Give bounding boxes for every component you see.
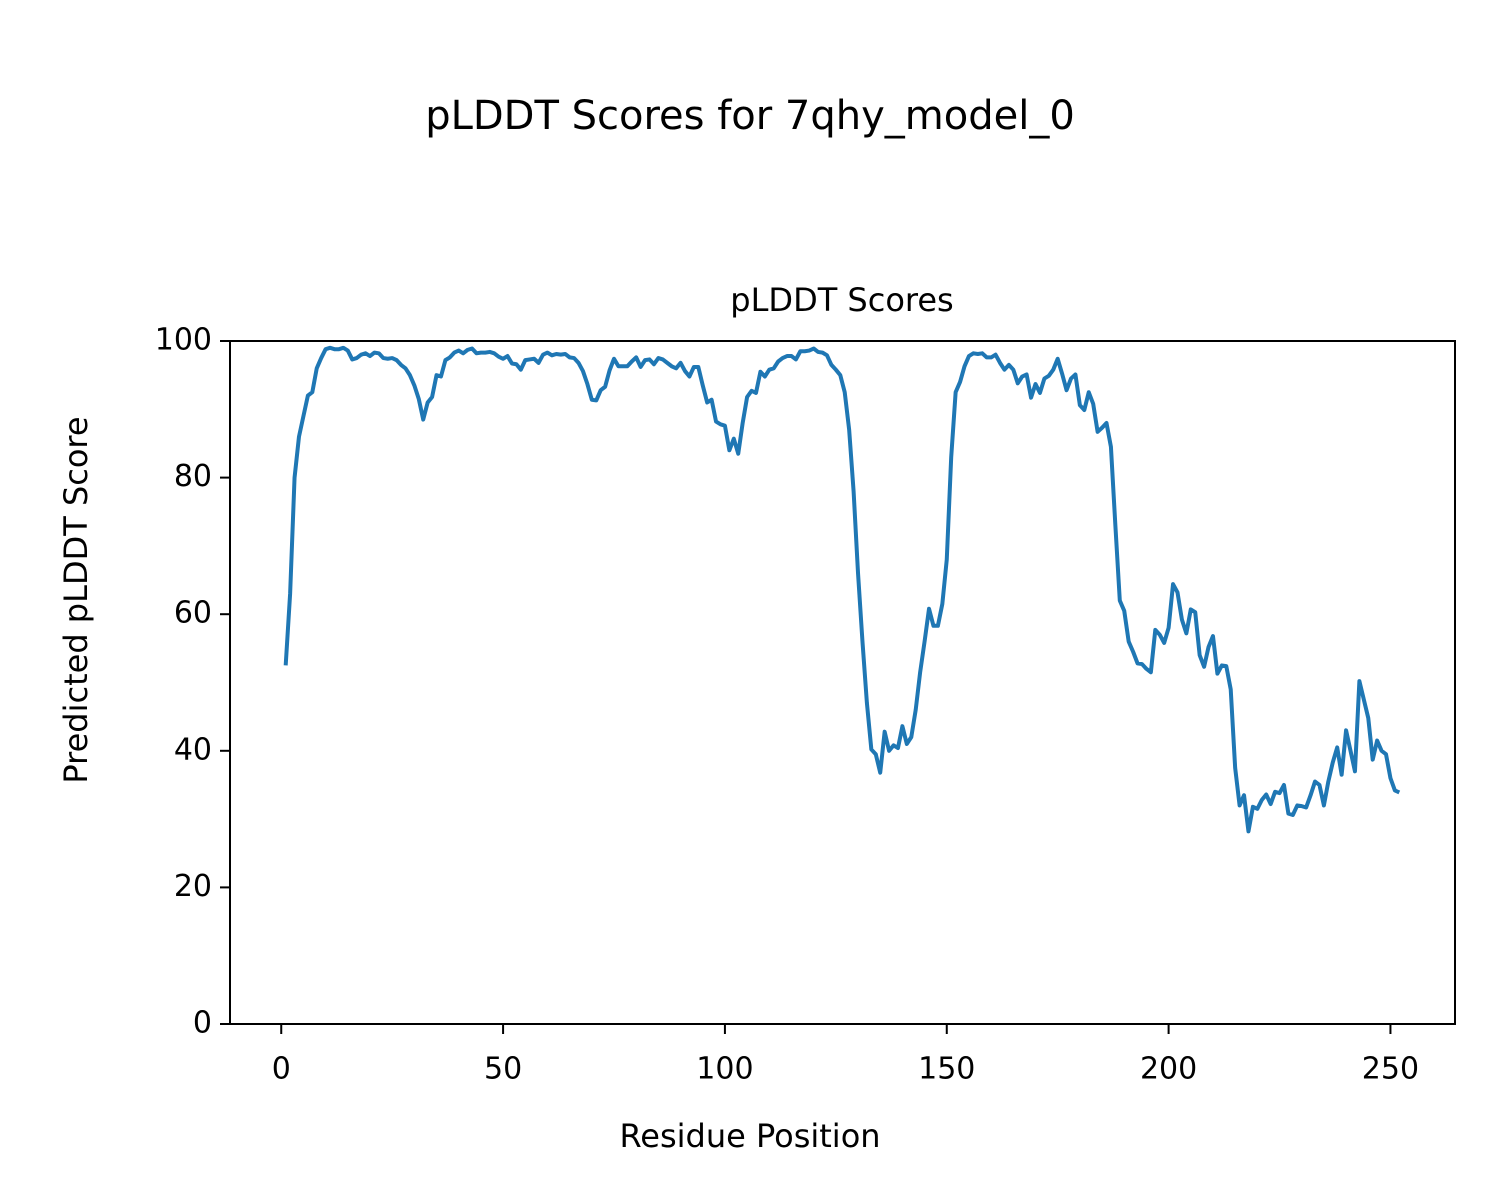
y-tick-label: 100: [155, 323, 212, 358]
x-tick-label: 0: [272, 1052, 291, 1087]
chart-subtitle: pLDDT Scores: [730, 281, 953, 319]
x-tick-label: 250: [1362, 1052, 1419, 1087]
x-tick-label: 150: [918, 1052, 975, 1087]
x-tick-label: 100: [696, 1052, 753, 1087]
x-tick-label: 200: [1140, 1052, 1197, 1087]
data-line: [283, 345, 1401, 834]
y-tick-label: 20: [174, 869, 212, 904]
y-tick-label: 40: [174, 732, 212, 767]
x-tick-label: 50: [484, 1052, 522, 1087]
y-tick-label: 0: [193, 1006, 212, 1041]
chart-title: pLDDT Scores for 7qhy_model_0: [425, 93, 1075, 139]
x-axis-label: Residue Position: [619, 1117, 880, 1155]
y-tick-label: 80: [174, 459, 212, 494]
y-tick-label: 60: [174, 596, 212, 631]
plot-frame: [229, 340, 1456, 1025]
y-axis-label: Predicted pLDDT Score: [57, 416, 95, 783]
